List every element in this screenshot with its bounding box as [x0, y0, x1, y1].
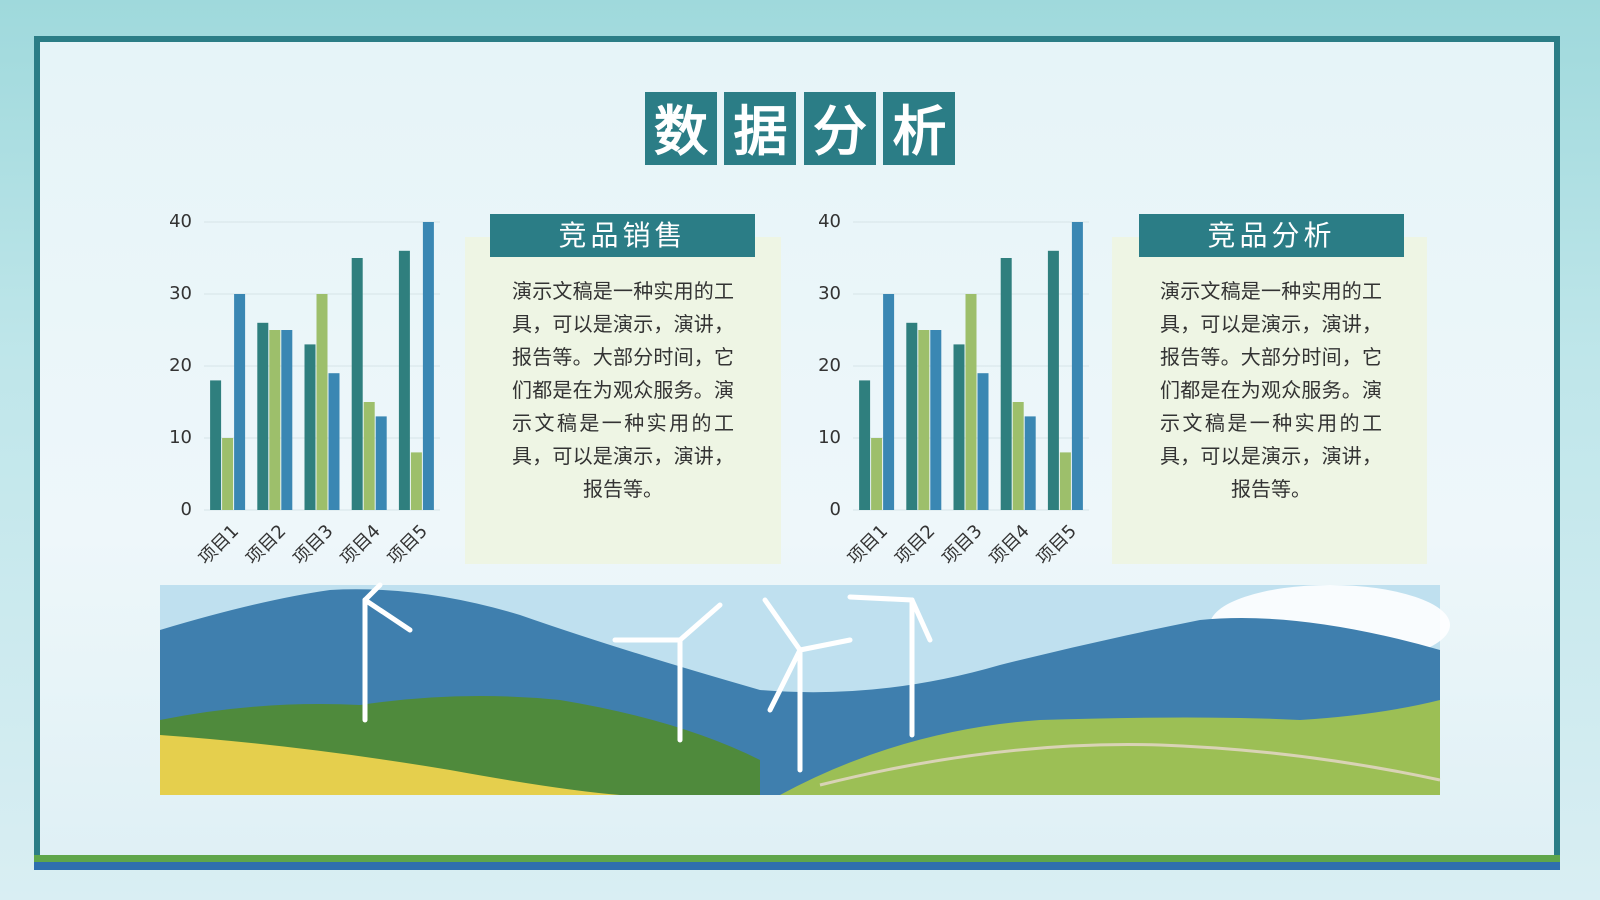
x-tick-label: 项目4 — [985, 521, 1033, 569]
bar — [859, 380, 871, 510]
bar — [1059, 452, 1071, 510]
bar — [871, 438, 883, 510]
y-tick-label: 10 — [818, 427, 841, 448]
x-tick-label: 项目1 — [844, 521, 892, 569]
y-tick-label: 40 — [169, 211, 192, 232]
bar — [210, 380, 222, 510]
bar — [1000, 258, 1012, 510]
panel-text: 演示文稿是一种实用的工具，可以是演示，演讲，报告等。大部分时间，它们都是在为观众… — [512, 279, 734, 501]
title-box — [724, 92, 796, 165]
y-tick-label: 40 — [818, 211, 841, 232]
bar — [1047, 250, 1059, 511]
panel-heading: 竞品销售 — [490, 214, 755, 257]
bar — [906, 322, 918, 510]
bar — [410, 452, 422, 510]
y-tick-label: 10 — [169, 427, 192, 448]
title-box — [883, 92, 955, 165]
bar — [918, 330, 930, 510]
bar — [234, 294, 246, 510]
x-tick-label: 项目2 — [242, 521, 290, 569]
panel-text: 演示文稿是一种实用的工具，可以是演示，演讲，报告等。大部分时间，它们都是在为观众… — [1160, 279, 1382, 501]
landscape — [34, 582, 1560, 870]
bar — [316, 294, 328, 510]
bar — [363, 402, 375, 510]
x-tick-label: 项目4 — [336, 521, 384, 569]
panel-box — [1112, 237, 1427, 564]
y-tick-label: 0 — [181, 499, 192, 520]
bar — [1012, 402, 1024, 510]
x-tick-label: 项目2 — [891, 521, 939, 569]
panel-box — [465, 237, 781, 564]
bar — [222, 438, 234, 510]
y-tick-label: 20 — [818, 355, 841, 376]
bar — [375, 416, 387, 510]
bar — [281, 330, 293, 510]
x-tick-label: 项目1 — [195, 521, 243, 569]
bar — [1071, 222, 1083, 510]
bar — [257, 322, 269, 510]
y-tick-label: 30 — [169, 283, 192, 304]
bar — [304, 344, 316, 510]
bar — [965, 294, 977, 510]
y-tick-label: 0 — [830, 499, 841, 520]
x-tick-label: 项目5 — [384, 521, 432, 569]
bar — [977, 373, 989, 510]
y-tick-label: 20 — [169, 355, 192, 376]
y-tick-label: 30 — [818, 283, 841, 304]
bar — [953, 344, 965, 510]
bar — [1024, 416, 1036, 510]
title: 数据分析 — [654, 100, 972, 163]
title-box — [645, 92, 717, 165]
title-box — [804, 92, 876, 165]
bar — [422, 222, 434, 510]
x-tick-label: 项目5 — [1033, 521, 1081, 569]
bar — [398, 250, 410, 511]
bar — [351, 258, 363, 510]
bar — [328, 373, 340, 510]
bar — [269, 330, 281, 510]
bar — [883, 294, 895, 510]
x-tick-label: 项目3 — [289, 521, 337, 569]
x-tick-label: 项目3 — [938, 521, 986, 569]
bar — [930, 330, 942, 510]
panel-heading: 竞品分析 — [1139, 214, 1404, 257]
